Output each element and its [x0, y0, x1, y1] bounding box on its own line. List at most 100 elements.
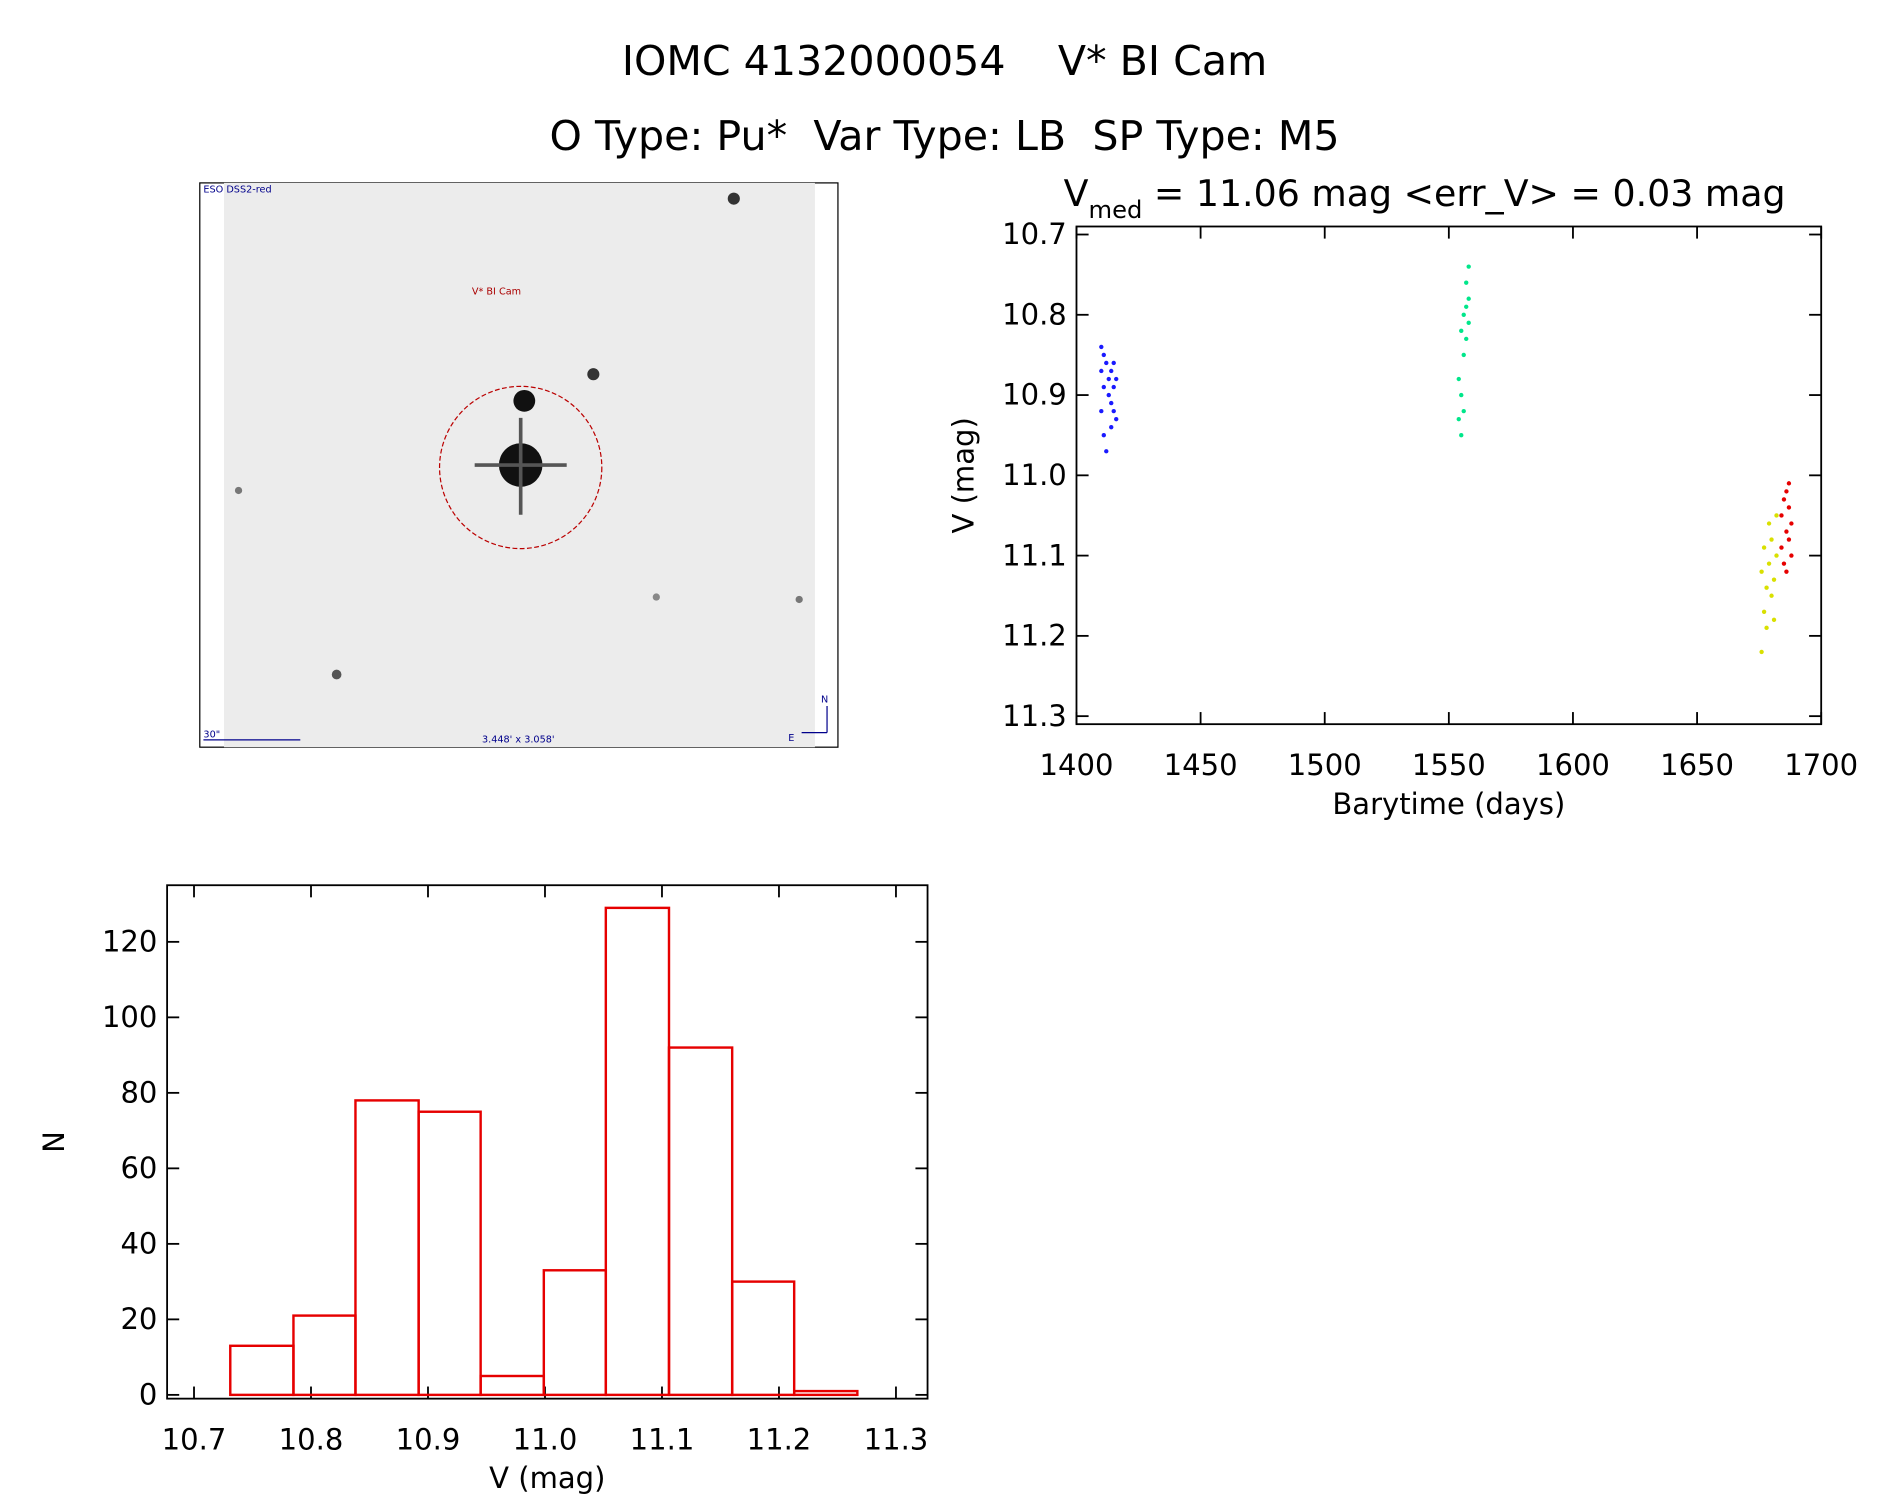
point [1099, 344, 1104, 350]
point [1459, 392, 1464, 398]
point [1766, 521, 1772, 526]
y-tick-label: 40 [120, 1227, 157, 1261]
bar [667, 1046, 734, 1397]
y-tick-label: 11.0 [1002, 458, 1067, 492]
point [1461, 408, 1466, 414]
plot-frame [166, 884, 929, 1400]
bar [604, 906, 671, 1397]
x-tick-label: 11.1 [630, 1423, 695, 1457]
point [1764, 625, 1769, 631]
bar [417, 1110, 482, 1397]
point [1099, 368, 1104, 374]
size-label: 3.448' x 3.058' [482, 734, 555, 745]
point [1106, 376, 1111, 382]
x-tick-label: 11.3 [864, 1423, 929, 1457]
point [1111, 384, 1116, 390]
figure-title: IOMC 4132000054 V* BI Cam [622, 37, 1267, 85]
chart-title: Vmed = 11.06 mag <err_V> = 0.03 mag [1064, 172, 1786, 224]
point [1464, 336, 1469, 342]
x-axis-label: V (mag) [489, 1461, 605, 1494]
point [1769, 537, 1774, 542]
point [1786, 481, 1792, 486]
east-label: E [788, 733, 794, 744]
point [1461, 352, 1466, 358]
point [1459, 433, 1464, 438]
target-label: V* BI Cam [472, 286, 521, 297]
y-tick-label: 11.2 [1002, 619, 1067, 653]
y-tick-label: 20 [120, 1302, 157, 1336]
scale-label: 30" [203, 729, 220, 740]
y-tick-label: 10.9 [1002, 378, 1067, 412]
star [331, 669, 342, 680]
point [1111, 408, 1116, 414]
point [1461, 312, 1466, 317]
chart-title-main: V [1064, 172, 1089, 215]
point [1466, 264, 1471, 269]
point [1761, 545, 1767, 550]
y-tick-label: 120 [102, 925, 157, 959]
point [1101, 433, 1106, 438]
bar [292, 1314, 357, 1397]
point [1771, 577, 1777, 582]
star [795, 595, 803, 604]
point [1456, 416, 1461, 422]
point [1771, 617, 1777, 623]
star [727, 192, 740, 205]
point [1101, 352, 1106, 358]
x-tick-label: 1700 [1784, 748, 1858, 782]
point [1459, 328, 1464, 334]
point [1109, 368, 1114, 374]
bar [354, 1099, 420, 1397]
target-circle [438, 385, 603, 550]
bar [730, 1280, 796, 1397]
chart-title-rest: = 11.06 mag <err_V> = 0.03 mag [1142, 172, 1785, 215]
x-tick-label: 11.2 [747, 1423, 812, 1457]
star [513, 389, 536, 412]
point [1466, 296, 1471, 301]
x-tick-label: 1400 [1040, 748, 1114, 782]
finder-image: ESO DSS2-red V* BI Cam 30" 3.448' x 3.05… [199, 182, 839, 748]
point [1779, 545, 1784, 550]
x-tick-label: 1650 [1660, 748, 1734, 782]
star [587, 368, 600, 381]
y-tick-label: 11.3 [1002, 699, 1067, 733]
x-tick-label: 10.9 [396, 1423, 461, 1457]
point [1099, 408, 1104, 414]
y-tick-label: 10.8 [1002, 297, 1067, 331]
point [1114, 416, 1119, 422]
point [1784, 529, 1789, 534]
point [1104, 449, 1109, 454]
point [1109, 400, 1114, 406]
point [1789, 521, 1794, 526]
x-tick-label: 1500 [1288, 748, 1362, 782]
x-tick-label: 10.7 [162, 1423, 227, 1457]
bar [792, 1389, 859, 1397]
y-axis-label: V (mag) [947, 417, 981, 533]
point [1786, 505, 1792, 510]
bar [229, 1344, 295, 1397]
point [1761, 609, 1767, 614]
point [1101, 384, 1106, 390]
point [1464, 304, 1469, 309]
point [1456, 376, 1461, 382]
y-tick-label: 80 [120, 1076, 157, 1110]
point [1789, 553, 1794, 558]
point [1111, 360, 1116, 366]
x-tick-label: 1550 [1412, 748, 1486, 782]
chart-title-subscript: med [1089, 196, 1143, 224]
x-tick-label: 11.0 [513, 1423, 578, 1457]
star [234, 486, 243, 495]
bar [542, 1269, 608, 1397]
figure-subtitle: O Type: Pu* Var Type: LB SP Type: M5 [549, 112, 1339, 160]
y-axis-label: N [37, 1131, 71, 1153]
y-tick-label: 0 [139, 1378, 157, 1412]
point [1774, 553, 1779, 558]
x-tick-label: 1600 [1536, 748, 1610, 782]
point [1106, 392, 1111, 398]
point [1779, 513, 1784, 518]
point [1759, 569, 1764, 574]
y-tick-label: 60 [120, 1151, 157, 1185]
y-tick-label: 10.7 [1002, 217, 1067, 251]
x-axis-label: Barytime (days) [1332, 787, 1565, 821]
